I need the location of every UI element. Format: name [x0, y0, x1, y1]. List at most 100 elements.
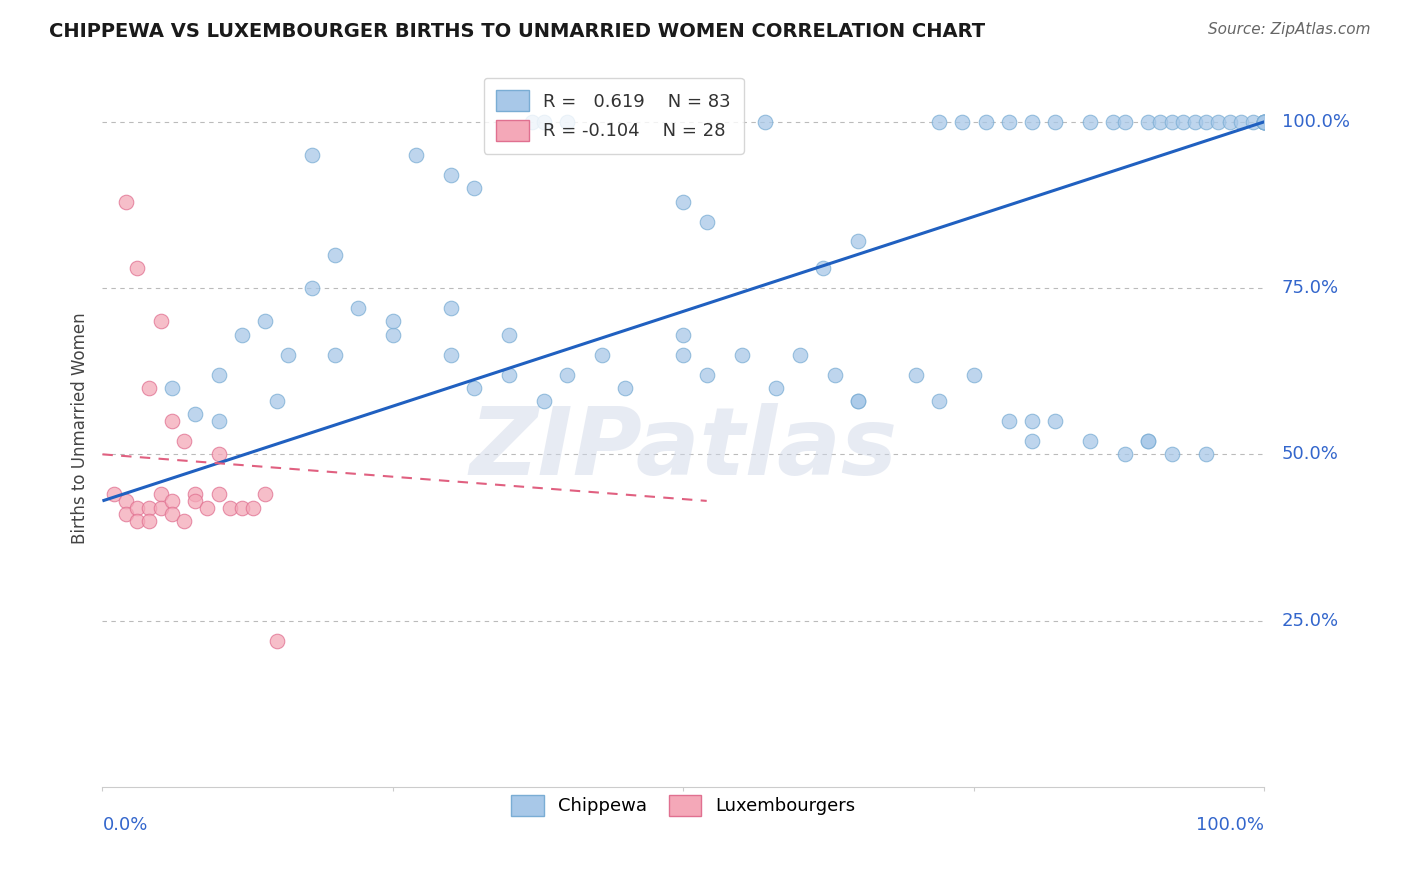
Point [522, 114, 544, 128]
Point [754, 114, 776, 128]
Point [277, 347, 299, 361]
Point [1160, 114, 1182, 128]
Point [1078, 114, 1101, 128]
Point [498, 327, 520, 342]
Point [730, 347, 752, 361]
Point [184, 408, 207, 422]
Point [1241, 114, 1264, 128]
Point [208, 447, 231, 461]
Point [696, 214, 718, 228]
Text: CHIPPEWA VS LUXEMBOURGER BIRTHS TO UNMARRIED WOMEN CORRELATION CHART: CHIPPEWA VS LUXEMBOURGER BIRTHS TO UNMAR… [49, 22, 986, 41]
Point [231, 500, 253, 515]
Point [242, 500, 264, 515]
Point [127, 261, 149, 276]
Point [1021, 114, 1043, 128]
Point [1149, 114, 1171, 128]
Point [1195, 447, 1218, 461]
Point [998, 114, 1021, 128]
Point [231, 327, 253, 342]
Point [963, 368, 986, 382]
Point [381, 314, 404, 328]
Point [160, 381, 183, 395]
Point [301, 281, 323, 295]
Point [138, 500, 160, 515]
Point [1114, 114, 1136, 128]
Point [928, 394, 950, 409]
Point [301, 148, 323, 162]
Text: 100.0%: 100.0% [1197, 815, 1264, 834]
Point [173, 514, 195, 528]
Point [149, 487, 172, 501]
Point [266, 633, 288, 648]
Legend: Chippewa, Luxembourgers: Chippewa, Luxembourgers [502, 786, 865, 824]
Point [1219, 114, 1241, 128]
Point [1206, 114, 1229, 128]
Point [672, 347, 695, 361]
Point [138, 514, 160, 528]
Text: ZIPatlas: ZIPatlas [470, 403, 897, 495]
Point [1253, 114, 1275, 128]
Point [1253, 114, 1275, 128]
Point [555, 114, 578, 128]
Point [1114, 447, 1136, 461]
Point [1230, 114, 1253, 128]
Text: 75.0%: 75.0% [1282, 279, 1339, 297]
Point [1195, 114, 1218, 128]
Point [347, 301, 370, 315]
Point [811, 261, 834, 276]
Text: 25.0%: 25.0% [1282, 612, 1339, 630]
Point [1021, 434, 1043, 448]
Point [1021, 414, 1043, 428]
Point [1102, 114, 1125, 128]
Point [440, 347, 463, 361]
Text: 0.0%: 0.0% [103, 815, 148, 834]
Point [208, 414, 231, 428]
Point [846, 394, 869, 409]
Point [160, 507, 183, 521]
Point [323, 347, 346, 361]
Point [789, 347, 811, 361]
Point [1253, 114, 1275, 128]
Point [440, 168, 463, 182]
Point [138, 381, 160, 395]
Point [555, 368, 578, 382]
Point [974, 114, 997, 128]
Point [149, 314, 172, 328]
Point [149, 500, 172, 515]
Point [173, 434, 195, 448]
Point [1137, 434, 1160, 448]
Point [440, 301, 463, 315]
Point [1160, 447, 1182, 461]
Point [696, 368, 718, 382]
Point [103, 487, 125, 501]
Point [950, 114, 973, 128]
Point [672, 327, 695, 342]
Point [1253, 114, 1275, 128]
Point [591, 347, 613, 361]
Point [672, 194, 695, 209]
Point [1253, 114, 1275, 128]
Point [846, 235, 869, 249]
Point [184, 494, 207, 508]
Y-axis label: Births to Unmarried Women: Births to Unmarried Women [72, 312, 89, 543]
Text: 50.0%: 50.0% [1282, 445, 1339, 463]
Point [254, 314, 277, 328]
Point [904, 368, 927, 382]
Point [765, 381, 787, 395]
Point [114, 507, 136, 521]
Point [998, 414, 1021, 428]
Point [533, 114, 555, 128]
Point [160, 414, 183, 428]
Point [533, 394, 555, 409]
Point [381, 327, 404, 342]
Point [208, 487, 231, 501]
Point [1253, 114, 1275, 128]
Point [1045, 414, 1067, 428]
Text: 100.0%: 100.0% [1282, 112, 1350, 131]
Point [114, 494, 136, 508]
Point [614, 381, 637, 395]
Point [254, 487, 277, 501]
Point [127, 500, 149, 515]
Point [184, 487, 207, 501]
Point [405, 148, 427, 162]
